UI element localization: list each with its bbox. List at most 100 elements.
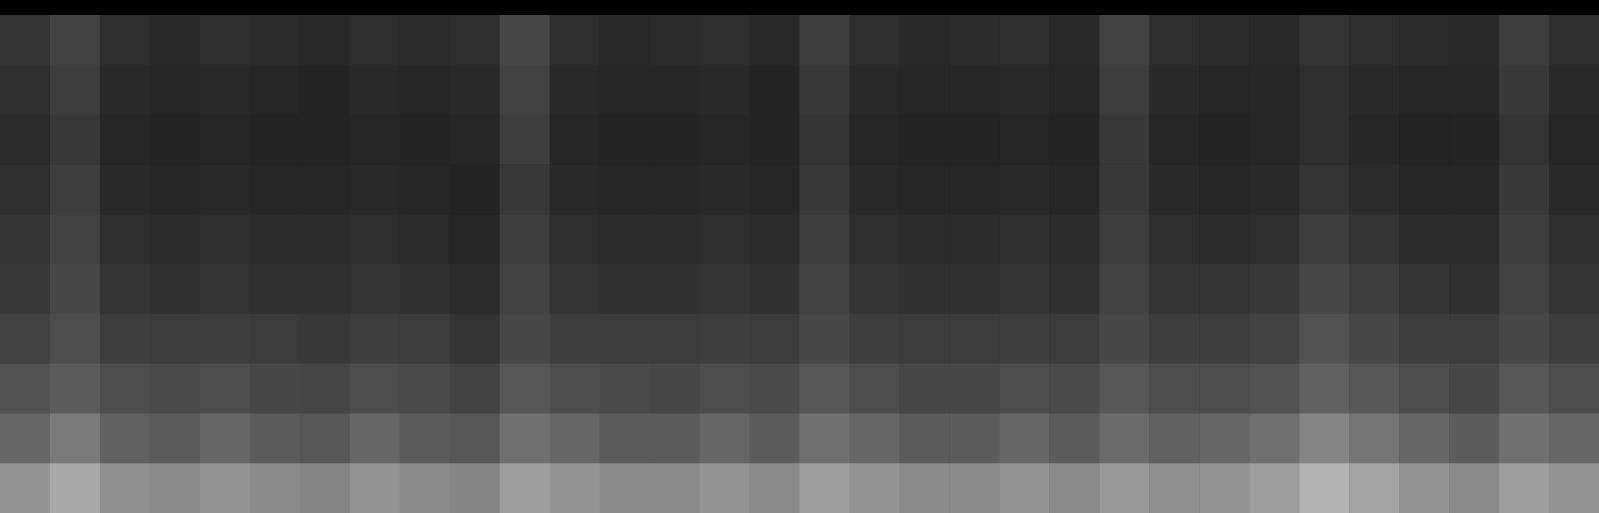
cell <box>800 264 850 314</box>
cell <box>849 364 899 414</box>
cell <box>1499 463 1549 513</box>
cell <box>1349 413 1399 463</box>
cell <box>500 364 550 414</box>
cell <box>1049 65 1099 115</box>
cell <box>1149 214 1199 264</box>
cell <box>0 314 50 364</box>
cell <box>1449 314 1499 364</box>
cell <box>1099 413 1149 463</box>
cell <box>50 164 100 214</box>
cell <box>1499 115 1549 165</box>
cell <box>250 463 300 513</box>
cell <box>1399 15 1449 65</box>
cell <box>300 314 350 364</box>
cell <box>450 264 500 314</box>
cell <box>1149 15 1199 65</box>
cell <box>1399 214 1449 264</box>
cell <box>1349 463 1399 513</box>
cell <box>0 115 50 165</box>
cell <box>600 463 650 513</box>
cell <box>1199 115 1249 165</box>
cell <box>400 164 450 214</box>
cell <box>1299 463 1349 513</box>
cell <box>1249 314 1299 364</box>
cell <box>50 413 100 463</box>
cell <box>550 413 600 463</box>
cell <box>800 65 850 115</box>
cell <box>750 15 800 65</box>
cell <box>150 164 200 214</box>
cell <box>50 364 100 414</box>
cell <box>350 115 400 165</box>
cell <box>999 463 1049 513</box>
cell <box>1099 115 1149 165</box>
cell <box>650 164 700 214</box>
cell <box>949 65 999 115</box>
cell <box>750 413 800 463</box>
cell <box>450 413 500 463</box>
cell <box>1499 314 1549 364</box>
cell <box>800 413 850 463</box>
cell <box>1549 413 1599 463</box>
cell <box>849 264 899 314</box>
cell <box>1399 364 1449 414</box>
cell <box>1049 364 1099 414</box>
cell <box>650 214 700 264</box>
cell <box>50 314 100 364</box>
cell <box>50 214 100 264</box>
cell <box>800 164 850 214</box>
cell <box>300 115 350 165</box>
cell <box>849 15 899 65</box>
cell <box>450 463 500 513</box>
cell <box>100 264 150 314</box>
cell <box>0 463 50 513</box>
cell <box>550 364 600 414</box>
cell <box>50 115 100 165</box>
cell <box>899 164 949 214</box>
cell <box>350 264 400 314</box>
cell <box>0 413 50 463</box>
cell <box>350 314 400 364</box>
cell <box>1549 314 1599 364</box>
cell <box>350 413 400 463</box>
cell <box>150 314 200 364</box>
cell <box>300 413 350 463</box>
cell <box>899 65 949 115</box>
cell <box>1299 65 1349 115</box>
cell <box>550 65 600 115</box>
cell <box>700 214 750 264</box>
cell <box>550 314 600 364</box>
cell <box>600 214 650 264</box>
cell <box>250 65 300 115</box>
cell <box>1149 314 1199 364</box>
cell <box>1099 214 1149 264</box>
cell <box>1299 413 1349 463</box>
cell <box>450 364 500 414</box>
cell <box>1549 463 1599 513</box>
cell <box>999 314 1049 364</box>
cell <box>1249 115 1299 165</box>
cell <box>1449 65 1499 115</box>
cell <box>1199 214 1249 264</box>
cell <box>650 413 700 463</box>
cell <box>350 164 400 214</box>
cell <box>200 115 250 165</box>
cell <box>750 164 800 214</box>
cell <box>1349 65 1399 115</box>
cell <box>1349 264 1399 314</box>
cell <box>1199 413 1249 463</box>
cell <box>1449 463 1499 513</box>
cell <box>999 164 1049 214</box>
cell <box>0 214 50 264</box>
cell <box>1149 115 1199 165</box>
cell <box>949 413 999 463</box>
cell <box>1499 364 1549 414</box>
cell <box>1349 115 1399 165</box>
cell <box>50 65 100 115</box>
cell <box>1399 65 1449 115</box>
cell <box>350 214 400 264</box>
cell <box>750 463 800 513</box>
cell <box>949 463 999 513</box>
cell <box>1049 164 1099 214</box>
cell <box>1549 264 1599 314</box>
